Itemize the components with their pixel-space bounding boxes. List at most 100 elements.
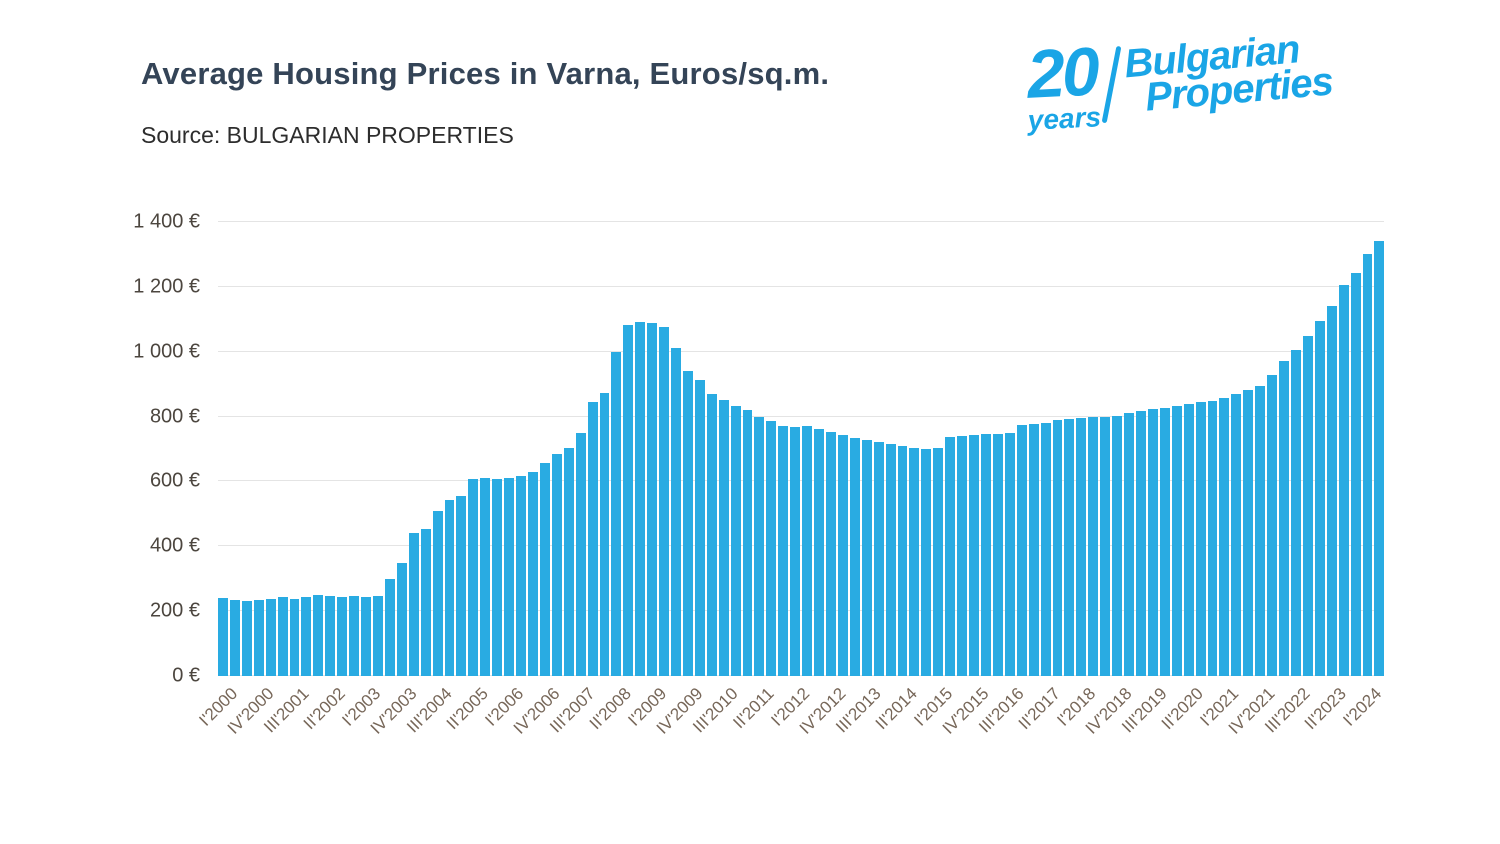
bar-III'2019: [1147, 409, 1158, 676]
bar-IV'2018: [1112, 415, 1123, 676]
bar-III'2008: [623, 325, 634, 676]
bar-II'2020: [1183, 404, 1194, 676]
bar-I'2003: [361, 596, 371, 676]
bar-chart-plot: 0 € 200 € 400 € 600 € 800 € 1 000 € 1 200 € 1 4…: [133, 211, 1385, 738]
logo-brand-block: Bulgarian Properties: [1123, 27, 1335, 119]
bar-IV'2013: [873, 441, 884, 676]
bar-I'2008: [599, 393, 610, 676]
bar-III'2003: [384, 578, 395, 676]
bar-I'2013: [837, 435, 848, 676]
bar-III'2006: [527, 471, 538, 676]
bar-IV'2003: [396, 562, 407, 676]
bar-IV'2019: [1159, 407, 1170, 676]
bars-container: [218, 222, 1385, 676]
bar-I'2001: [265, 598, 276, 676]
bar-I'2014: [885, 443, 896, 676]
gridline-200: [218, 610, 1384, 612]
bar-II'2018: [1088, 417, 1099, 676]
logo-divider: [1101, 45, 1122, 124]
y-axis-label: 0 €: [172, 664, 200, 687]
logo-20-years-block: 20 years: [1024, 33, 1102, 136]
y-axis-label: 200 €: [149, 599, 200, 622]
bar-IV'2007: [587, 401, 598, 676]
logo-years-text: years: [1026, 100, 1102, 136]
bar-IV'2005: [492, 479, 503, 676]
bar-I'2021: [1219, 397, 1230, 676]
bar-II'2009: [659, 327, 670, 676]
bar-III'2023: [1338, 285, 1349, 676]
gridline-0: [218, 675, 1384, 676]
bar-III'2001: [289, 599, 300, 676]
bar-III'2009: [671, 348, 681, 676]
bar-IV'2009: [682, 371, 693, 676]
y-axis-label: 1 000 €: [133, 340, 200, 363]
bar-I'2017: [1028, 423, 1039, 676]
y-axis-label: 400 €: [149, 534, 200, 557]
bar-II'2011: [754, 416, 765, 676]
bar-I'2016: [981, 434, 991, 676]
bar-IV'2002: [349, 595, 360, 676]
bar-II'2022: [1279, 361, 1289, 676]
bar-I'2022: [1267, 375, 1278, 676]
bar-IV'2004: [444, 500, 455, 676]
bar-I'2010: [694, 380, 705, 676]
bar-II'2012: [802, 426, 813, 676]
gridline-400: [218, 545, 1384, 547]
bar-I'2012: [790, 426, 801, 676]
bar-III'2005: [480, 477, 491, 676]
bar-II'2014: [897, 445, 908, 676]
x-axis-label: II'2011: [729, 684, 778, 733]
y-axis-label: 1 400 €: [133, 210, 200, 233]
bar-II'2016: [992, 434, 1003, 676]
bar-III'2000: [241, 601, 252, 676]
bar-I'2023: [1314, 320, 1325, 676]
bar-II'2005: [468, 478, 479, 676]
bar-III'2016: [1004, 432, 1015, 676]
bar-II'2007: [563, 447, 574, 676]
gridline-800: [218, 415, 1384, 417]
bar-II'2021: [1231, 393, 1242, 676]
bar-II'2024: [1374, 241, 1385, 676]
gridline-1200: [218, 285, 1384, 287]
bar-II'2019: [1135, 410, 1146, 676]
bulgarian-properties-logo: 20 years Bulgarian Properties: [1024, 27, 1335, 136]
bar-IV'2020: [1207, 401, 1218, 676]
bar-II'2001: [277, 596, 288, 676]
bar-II'2002: [325, 596, 336, 676]
bar-III'2011: [766, 421, 777, 676]
bar-III'2022: [1290, 350, 1301, 676]
bar-III'2018: [1100, 416, 1111, 676]
bar-I'2024: [1362, 253, 1373, 676]
bar-III'2007: [575, 433, 586, 676]
bar-II'2008: [611, 351, 622, 676]
bar-III'2010: [718, 400, 729, 676]
bar-I'2005: [456, 495, 467, 676]
bar-IV'2010: [730, 406, 741, 676]
bar-III'2002: [337, 597, 348, 676]
x-axis-label: I'2024: [1339, 684, 1386, 730]
bar-IV'2023: [1350, 272, 1361, 676]
bar-I'2007: [551, 454, 562, 676]
bar-II'2004: [420, 529, 431, 676]
y-axis-label: 600 €: [149, 469, 200, 492]
bar-I'2011: [742, 410, 753, 676]
bar-IV'2017: [1064, 418, 1075, 676]
gridline-600: [218, 480, 1384, 482]
bar-III'2017: [1052, 419, 1063, 676]
gridline-1000: [218, 350, 1384, 352]
bar-III'2020: [1195, 402, 1206, 676]
bar-II'2006: [516, 475, 526, 676]
bar-I'2019: [1124, 412, 1134, 676]
bar-II'2017: [1040, 422, 1051, 676]
bar-IV'2012: [826, 432, 836, 676]
bar-IV'2022: [1302, 336, 1313, 676]
chart-source: Source: BULGARIAN PROPERTIES: [141, 122, 514, 148]
logo-20-text: 20: [1025, 33, 1099, 113]
bar-IV'2014: [921, 449, 932, 676]
bar-III'2012: [814, 428, 825, 676]
bar-I'2000: [218, 598, 228, 676]
bar-IV'2001: [301, 596, 312, 676]
bar-IV'2006: [539, 463, 550, 676]
bar-I'2020: [1171, 405, 1182, 676]
